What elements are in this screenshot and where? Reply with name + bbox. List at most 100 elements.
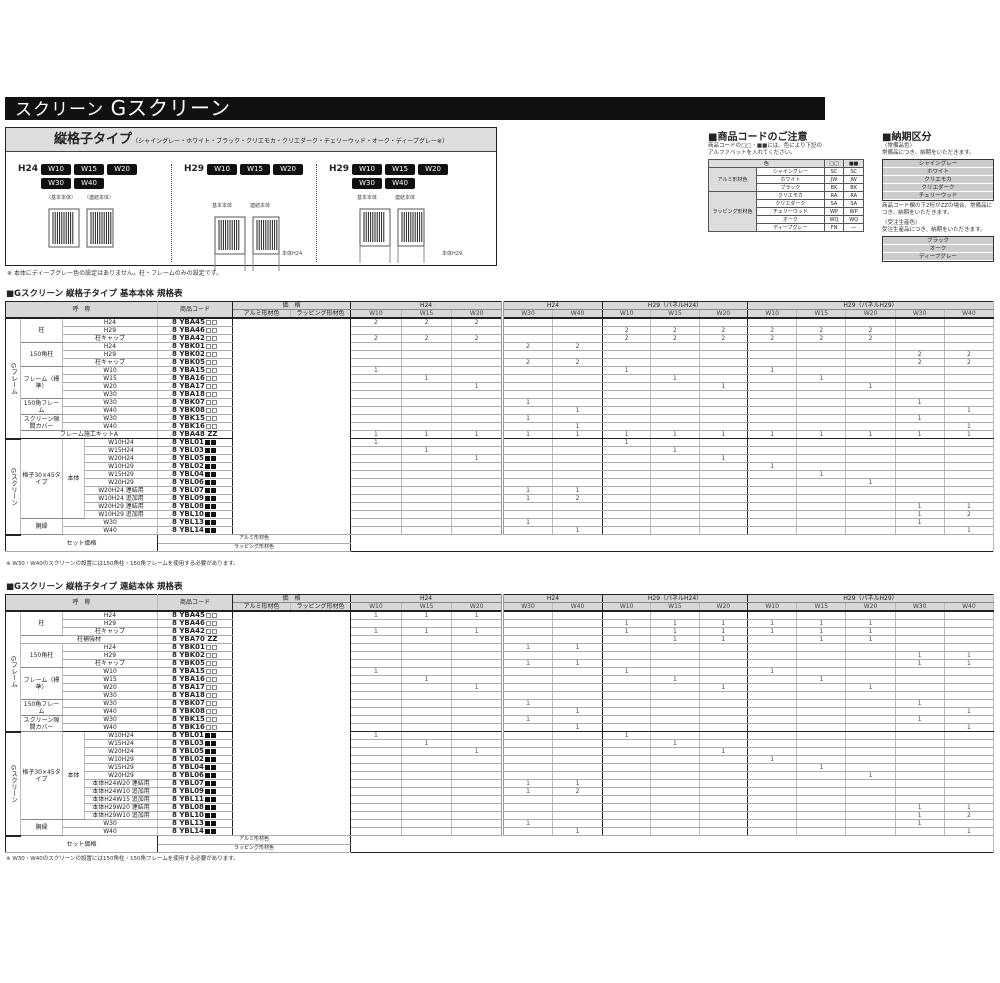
quantity-cell bbox=[944, 699, 995, 708]
quantity-cell bbox=[552, 795, 603, 804]
product-code: 8 YBL08 bbox=[157, 803, 234, 812]
quantity-cell bbox=[401, 643, 453, 652]
quantity-cell bbox=[699, 827, 749, 836]
quantity-cell bbox=[796, 731, 847, 740]
quantity-cell bbox=[650, 715, 700, 724]
color-code-slot-icon bbox=[205, 359, 211, 365]
quantity-cell bbox=[602, 414, 652, 423]
item-name: W20H24 bbox=[84, 454, 159, 463]
quantity-cell: 1 bbox=[650, 619, 700, 628]
table-row: W20 8 YBA17 1 1 1 bbox=[6, 382, 995, 391]
width-chip: W30 bbox=[41, 178, 71, 189]
quantity-cell: 2 bbox=[552, 494, 603, 503]
quantity-cell bbox=[350, 643, 402, 652]
quantity-cell bbox=[401, 803, 453, 812]
quantity-cell bbox=[451, 819, 504, 828]
type-colors: （シャイングレー・ホワイト・ブラック・クリエモカ・クリエダーク・チェリーウッド・… bbox=[132, 138, 448, 145]
quantity-cell: 1 bbox=[747, 667, 798, 676]
table-row: W40 8 YBL14 1 1 bbox=[6, 526, 995, 535]
category-label: 150角柱 bbox=[20, 342, 63, 367]
table-row: 本体H24W15 追加用 8 YBL11 bbox=[6, 795, 995, 804]
item-name: W30 bbox=[62, 819, 159, 828]
color-code-slot-icon bbox=[211, 375, 217, 381]
quantity-cell bbox=[451, 358, 504, 367]
quantity-cell bbox=[401, 691, 453, 700]
set-price-label: セット価格 bbox=[5, 534, 159, 552]
quantity-cell bbox=[845, 510, 896, 519]
quantity-cell bbox=[895, 611, 945, 620]
quantity-cell bbox=[502, 827, 553, 836]
sub-label: 本体 bbox=[62, 731, 85, 820]
quantity-cell: 1 bbox=[552, 422, 603, 431]
quantity-cell bbox=[502, 651, 553, 660]
quantity-cell bbox=[796, 739, 847, 748]
quantity-cell bbox=[602, 683, 652, 692]
item-name: 本体H29W10 追加用 bbox=[84, 811, 159, 820]
quantity-cell bbox=[650, 358, 700, 367]
quantity-cell bbox=[451, 510, 504, 519]
quantity-cell bbox=[350, 755, 402, 764]
quantity-cell bbox=[350, 619, 402, 628]
quantity-cell bbox=[552, 326, 603, 335]
color-code-slot-icon bbox=[204, 463, 210, 469]
quantity-cell bbox=[845, 438, 896, 447]
quantity-cell bbox=[602, 803, 652, 812]
color-code-slot-icon bbox=[211, 399, 217, 405]
category-label: フレーム（標準） bbox=[20, 667, 63, 700]
table-row: W15H29 8 YBL04 1 bbox=[6, 763, 995, 772]
color-header: 色 bbox=[708, 159, 825, 168]
quantity-cell bbox=[796, 510, 847, 519]
quantity-cell bbox=[552, 510, 603, 519]
quantity-cell bbox=[895, 619, 945, 628]
quantity-cell bbox=[552, 366, 603, 375]
item-name: 柱キャップ bbox=[62, 334, 159, 343]
quantity-cell: 2 bbox=[747, 334, 798, 343]
quantity-cell bbox=[502, 611, 553, 620]
table2-title: ■Gスクリーン 縦格子タイプ 連結本体 規格表 bbox=[6, 582, 183, 592]
set-price-value bbox=[350, 534, 995, 543]
quantity-cell bbox=[747, 707, 798, 716]
color-code-slot-icon bbox=[210, 732, 216, 738]
quantity-cell bbox=[650, 510, 700, 519]
product-code: 8 YBL07 bbox=[157, 486, 234, 495]
quantity-cell bbox=[650, 667, 700, 676]
quantity-cell bbox=[944, 731, 995, 740]
quantity-cell bbox=[502, 478, 553, 487]
width-chip: W10 bbox=[207, 164, 237, 175]
product-code: 8 YBA17 bbox=[157, 683, 234, 692]
color-code-slot-icon bbox=[210, 828, 216, 834]
color-code-slot-icon bbox=[211, 644, 217, 650]
code-notice-title: ■商品コードのご注意 bbox=[708, 132, 808, 143]
quantity-cell: 1 bbox=[401, 430, 453, 439]
quantity-cell bbox=[845, 486, 896, 495]
type-note: ※ 本体にディープグレー色の設定はありません。柱・フレームのみの設定です。 bbox=[7, 270, 223, 277]
quantity-cell bbox=[796, 526, 847, 535]
spec-table-connected: 呼 称商品コード価 格 H24 H24 H29（パネルH24） H29（パネルH29）ア… bbox=[5, 594, 995, 853]
quantity-cell bbox=[401, 478, 453, 487]
table-row: 柱キャップ 8 YBA42 1 1 1 1 1 1 1 1 1 bbox=[6, 627, 995, 636]
quantity-cell bbox=[451, 827, 504, 836]
quantity-cell bbox=[796, 478, 847, 487]
size-group-header: H24 bbox=[350, 301, 504, 310]
quantity-cell bbox=[451, 659, 504, 668]
quantity-cell bbox=[650, 779, 700, 788]
quantity-cell bbox=[699, 390, 749, 399]
quantity-cell bbox=[699, 715, 749, 724]
quantity-cell: 1 bbox=[451, 627, 504, 636]
quantity-cell bbox=[451, 651, 504, 660]
quantity-cell bbox=[650, 803, 700, 812]
quantity-cell bbox=[845, 462, 896, 471]
price-cell bbox=[232, 318, 352, 535]
color-code-slot-icon bbox=[211, 724, 217, 730]
quantity-cell bbox=[350, 446, 402, 455]
quantity-cell: 1 bbox=[552, 430, 603, 439]
quantity-cell bbox=[401, 358, 453, 367]
product-code: 8 YBL10 bbox=[157, 510, 234, 519]
quantity-cell bbox=[944, 438, 995, 447]
quantity-cell bbox=[845, 374, 896, 383]
order-color-list: ブラック オーク ディープグレー bbox=[882, 236, 994, 262]
quantity-cell bbox=[944, 366, 995, 375]
product-code: 8 YBK15 bbox=[157, 715, 234, 724]
quantity-cell bbox=[796, 611, 847, 620]
color-code: WQ bbox=[843, 215, 864, 224]
